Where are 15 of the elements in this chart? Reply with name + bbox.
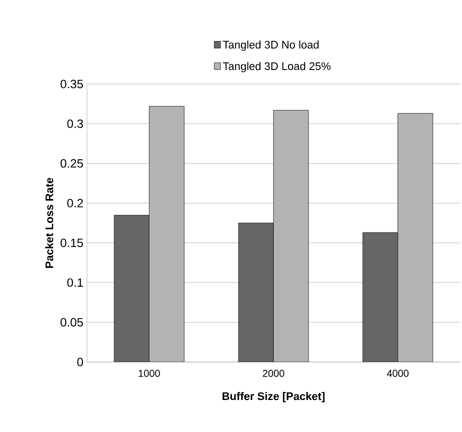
y-tick-label: 0	[77, 358, 84, 366]
y-tick-label: 0.05	[60, 318, 83, 327]
legend-label: Tangled 3D Load 25%	[222, 62, 331, 72]
y-tick-label: 0.25	[60, 159, 83, 168]
y-axis-title: Packet Loss Rate	[45, 178, 54, 268]
x-axis-title: Buffer Size [Packet]	[222, 392, 325, 402]
x-tick-label: 1000	[138, 370, 160, 377]
y-tick-label: 0.3	[67, 119, 83, 128]
legend-label: Tangled 3D No load	[222, 40, 319, 51]
y-tick-label: 0.1	[67, 278, 83, 287]
x-tick-label: 2000	[262, 370, 284, 377]
x-tick-label: 4000	[386, 370, 409, 377]
y-tick-label: 0.35	[60, 80, 83, 88]
y-tick-label: 0.15	[60, 238, 83, 248]
y-tick-label: 0.2	[67, 198, 83, 208]
